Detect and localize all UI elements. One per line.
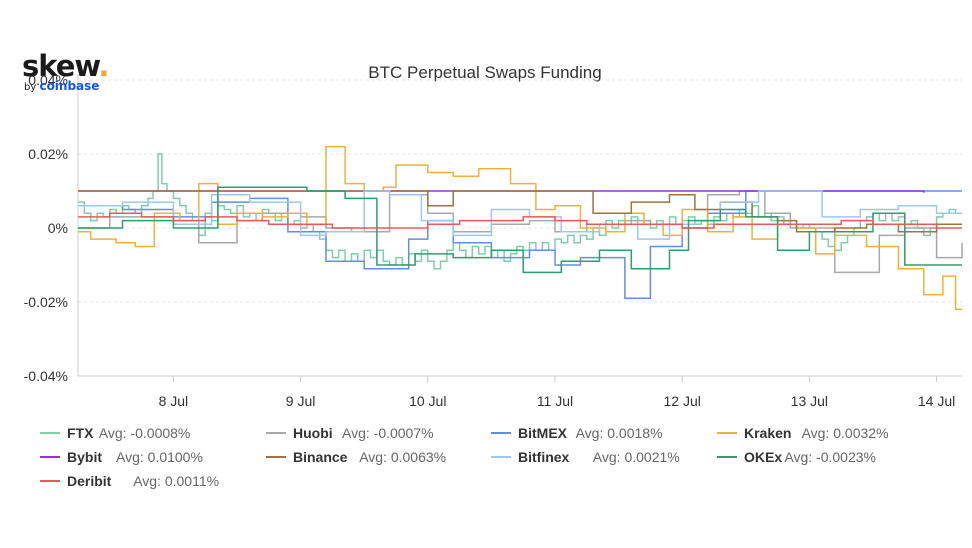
y-tick-label: 0.02%	[28, 146, 68, 162]
legend-name: Huobi	[293, 425, 333, 441]
legend-name: Bitfinex	[518, 449, 570, 465]
legend-name: OKEx	[744, 449, 782, 465]
legend-average: Avg: 0.0032%	[802, 425, 889, 441]
legend-average: Avg: -0.0008%	[99, 425, 191, 441]
legend-name: FTX	[67, 425, 94, 441]
x-tick-label: 13 Jul	[791, 393, 828, 409]
series-line-bybit	[78, 190, 925, 193]
legend-average: Avg: -0.0007%	[342, 425, 434, 441]
legend-name: Deribit	[67, 473, 112, 489]
y-tick-label: 0%	[48, 220, 68, 236]
logo-by: by	[24, 82, 37, 93]
y-tick-label: 0.04%	[28, 72, 68, 88]
legend-name: Binance	[293, 449, 348, 465]
legend-name: BitMEX	[518, 425, 568, 441]
legend-average: Avg: 0.0100%	[116, 449, 203, 465]
y-tick-label: -0.04%	[24, 368, 68, 384]
y-tick-label: -0.02%	[24, 294, 68, 310]
coinbase-logo-text: coinbase	[39, 79, 100, 93]
skew-logo: skew. by coinbase	[22, 49, 109, 94]
legend-average: Avg: 0.0011%	[133, 473, 219, 489]
x-tick-label: 12 Jul	[663, 393, 700, 409]
series-line-binance	[78, 190, 962, 233]
x-tick-label: 9 Jul	[286, 393, 316, 409]
series-line-bitmex	[78, 190, 962, 300]
logo-name: skew	[22, 49, 99, 83]
series-line-ftx	[78, 153, 962, 270]
legend-average: Avg: 0.0018%	[576, 425, 663, 441]
x-tick-label: 8 Jul	[159, 393, 189, 409]
x-tick-label: 14 Jul	[918, 393, 955, 409]
legend-average: Avg: 0.0021%	[593, 449, 680, 465]
series-line-deribit	[78, 212, 962, 229]
logo-dot: .	[98, 49, 109, 83]
legend-average: Avg: -0.0023%	[784, 449, 876, 465]
legend-average: Avg: 0.0063%	[359, 449, 446, 465]
chart-title: BTC Perpetual Swaps Funding	[368, 63, 601, 82]
series-line-okex	[78, 186, 962, 274]
x-tick-label: 10 Jul	[409, 393, 446, 409]
legend-name: Bybit	[67, 449, 102, 465]
legend-name: Kraken	[744, 425, 791, 441]
x-tick-label: 11 Jul	[537, 393, 573, 409]
